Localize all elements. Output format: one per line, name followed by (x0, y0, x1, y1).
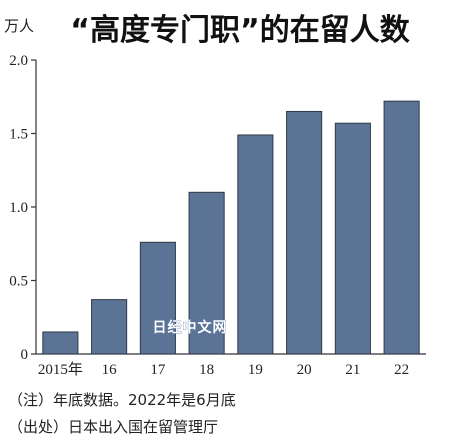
x-tick-label: 17 (150, 362, 166, 378)
chart-title: “高度专门职”的在留人数 (70, 13, 410, 48)
bar (188, 191, 225, 355)
y-tick-label: 0 (21, 347, 29, 363)
y-tick-label: 1.0 (9, 200, 28, 216)
plot-area: 0 0.5 1.0 1.5 2.0 2015年 16 17 18 19 20 21 22 (9, 53, 426, 378)
x-tick-label: 21 (345, 362, 360, 378)
bar (383, 100, 420, 355)
x-tick-label: 2015年 (38, 361, 83, 378)
bar (42, 331, 79, 355)
source-line: （出处）日本出入国在留管理厅 (8, 418, 218, 436)
watermark: 日经中文网 (153, 319, 228, 336)
bar (139, 241, 176, 355)
x-tick-label: 22 (394, 362, 409, 378)
bar (286, 110, 323, 355)
bar (237, 134, 274, 355)
x-tick-label: 18 (199, 362, 214, 378)
y-tick-label: 2.0 (9, 53, 28, 69)
x-tick-label: 20 (297, 362, 312, 378)
x-tick-label: 16 (102, 362, 118, 378)
x-tick-label: 19 (248, 362, 263, 378)
y-tick-label: 0.5 (9, 274, 28, 290)
y-axis-unit-label: 万人 (4, 17, 34, 35)
note-line: （注）年底数据。2022年是6月底 (8, 391, 236, 409)
bar (91, 299, 128, 355)
bar (334, 122, 371, 355)
y-tick-label: 1.5 (9, 127, 28, 143)
